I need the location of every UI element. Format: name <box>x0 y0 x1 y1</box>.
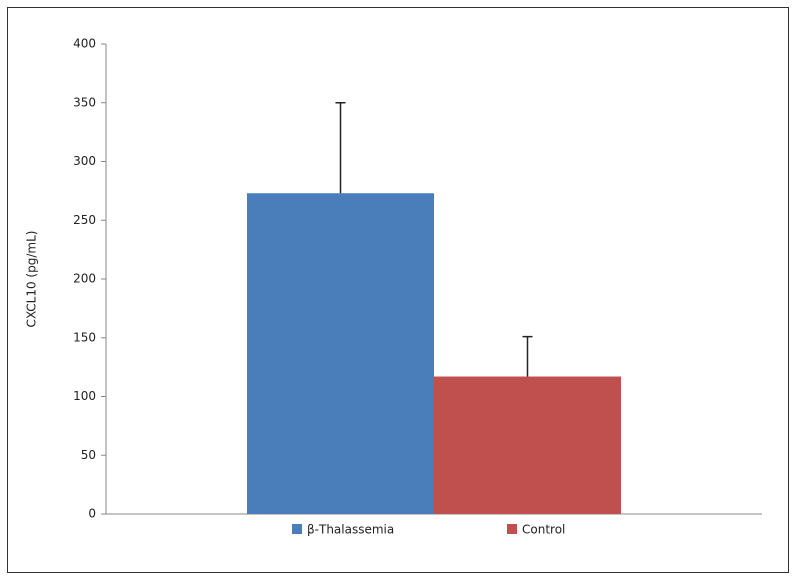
y-tick-label: 50 <box>81 448 96 462</box>
y-tick-label: 300 <box>73 154 96 168</box>
legend-swatch <box>292 524 302 534</box>
bar <box>247 193 434 514</box>
bar <box>434 376 621 514</box>
legend-label: β-Thalassemia <box>307 523 394 537</box>
y-tick-label: 400 <box>73 37 96 51</box>
y-axis-label: CXCL10 (pg/mL) <box>25 231 39 328</box>
y-tick-label: 0 <box>88 507 96 521</box>
y-tick-label: 350 <box>73 95 96 109</box>
y-tick-label: 200 <box>73 272 96 286</box>
y-tick-label: 150 <box>73 330 96 344</box>
error-bar <box>335 102 346 194</box>
legend-label: Control <box>522 523 565 537</box>
y-tick-label: 250 <box>73 213 96 227</box>
error-bar <box>522 335 533 377</box>
legend-swatch <box>507 524 517 534</box>
y-tick-label: 100 <box>73 389 96 403</box>
